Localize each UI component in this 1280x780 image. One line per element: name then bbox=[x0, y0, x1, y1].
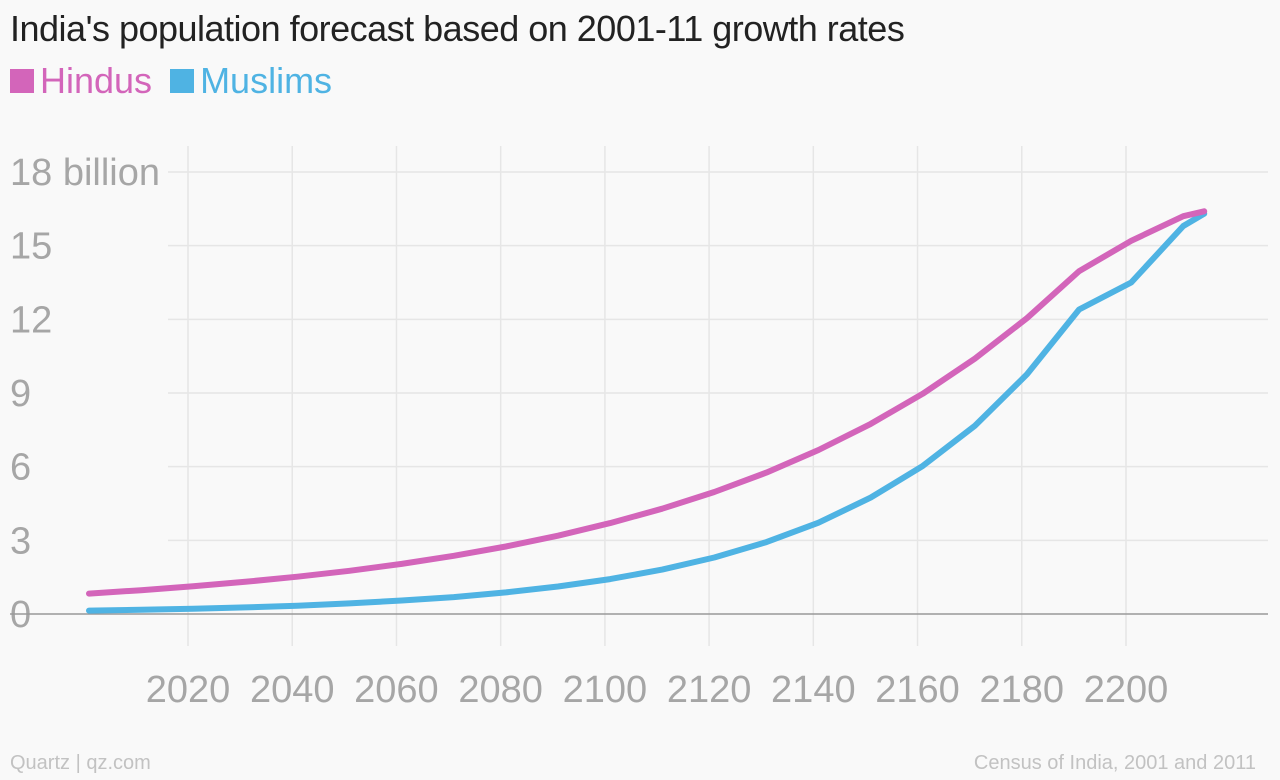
series-line-muslims bbox=[86, 210, 1208, 614]
x-tick-label: 2020 bbox=[146, 669, 231, 711]
x-tick-label: 2200 bbox=[1084, 669, 1169, 711]
y-tick-label: 0 bbox=[10, 594, 31, 636]
y-tick-label: 3 bbox=[10, 520, 31, 562]
legend-item-muslims: Muslims bbox=[170, 60, 332, 102]
x-tick-label: 2140 bbox=[771, 669, 856, 711]
legend-item-hindus: Hindus bbox=[10, 60, 152, 102]
x-tick-label: 2180 bbox=[980, 669, 1065, 711]
y-tick-label: 15 bbox=[10, 226, 52, 268]
y-tick-label: 12 bbox=[10, 299, 52, 341]
legend-swatch-hindus bbox=[10, 69, 34, 93]
legend-swatch-muslims bbox=[170, 69, 195, 93]
x-tick-label: 2120 bbox=[667, 669, 752, 711]
y-tick-label: 9 bbox=[10, 373, 31, 415]
series-line-hindus bbox=[86, 208, 1208, 597]
x-tick-label: 2060 bbox=[354, 669, 439, 711]
legend-label-muslims: Muslims bbox=[200, 60, 333, 101]
footer-credit: Quartz | qz.com bbox=[10, 752, 151, 774]
chart-title: India's population forecast based on 200… bbox=[10, 8, 905, 49]
footer-source: Census of India, 2001 and 2011 bbox=[973, 752, 1256, 774]
y-tick-label: 6 bbox=[10, 447, 31, 489]
x-tick-label: 2100 bbox=[563, 669, 648, 711]
chart-legend: Hindus Muslims bbox=[10, 60, 350, 102]
y-tick-label: 18 billion bbox=[10, 152, 160, 194]
x-tick-label: 2080 bbox=[458, 669, 543, 711]
legend-label-hindus: Hindus bbox=[40, 60, 153, 101]
x-tick-label: 2160 bbox=[875, 669, 960, 711]
x-tick-label: 2040 bbox=[250, 669, 335, 711]
